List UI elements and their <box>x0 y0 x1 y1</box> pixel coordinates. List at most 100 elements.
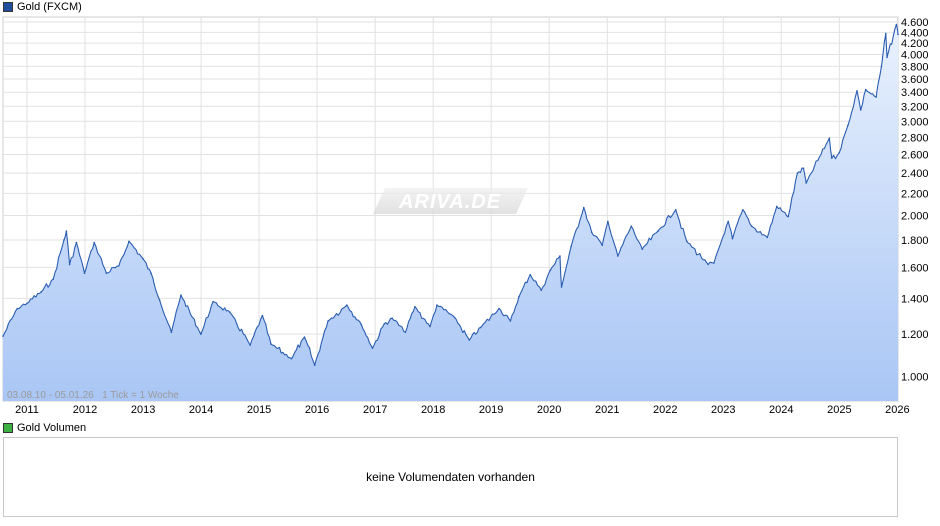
x-tick-label: 2014 <box>189 404 213 416</box>
data-point <box>63 239 65 241</box>
data-point <box>429 325 431 328</box>
data-point <box>26 302 28 305</box>
data-point <box>727 220 729 223</box>
data-point <box>180 294 182 296</box>
data-point <box>766 236 769 239</box>
y-tick-label: 1.200 <box>901 329 929 341</box>
data-point <box>549 269 552 272</box>
data-point <box>509 320 512 322</box>
y-tick-label: 2.000 <box>901 210 929 222</box>
data-point <box>741 208 744 211</box>
x-tick-label: 2012 <box>73 404 97 416</box>
data-point <box>327 320 329 322</box>
y-tick-label: 1.800 <box>901 235 929 247</box>
x-tick-label: 2015 <box>247 404 271 416</box>
data-point <box>875 96 877 98</box>
x-axis: 2011 2012 2013 2014 2015 2016 2017 2018 2019 2020… <box>15 404 909 416</box>
volume-legend-label: Gold Volumen <box>17 422 87 434</box>
volume-legend-swatch <box>3 423 13 433</box>
data-point <box>607 220 609 223</box>
data-point <box>383 322 386 325</box>
data-point <box>856 90 858 92</box>
data-point <box>2 335 4 337</box>
y-tick-label: 3.400 <box>901 87 929 99</box>
data-point <box>40 291 43 293</box>
data-point <box>360 323 363 326</box>
data-point <box>657 230 659 232</box>
data-point <box>261 314 264 317</box>
data-point <box>731 237 734 240</box>
y-tick-label: 1.000 <box>901 372 929 384</box>
data-point <box>93 241 95 244</box>
data-point <box>518 295 520 298</box>
data-point <box>529 273 532 276</box>
x-tick-label: 2023 <box>711 404 735 416</box>
x-tick-label: 2019 <box>479 404 503 416</box>
data-point <box>601 244 604 246</box>
data-point <box>830 157 833 159</box>
data-point <box>118 265 120 267</box>
data-point <box>838 151 841 154</box>
data-point <box>847 124 849 127</box>
data-point <box>150 272 152 275</box>
data-point <box>128 240 130 243</box>
data-point <box>498 307 500 310</box>
data-point <box>886 56 888 59</box>
data-point <box>582 206 585 209</box>
data-point <box>570 245 572 248</box>
y-tick-label: 2.800 <box>901 132 929 144</box>
x-tick-label: 2013 <box>131 404 155 416</box>
x-tick-label: 2016 <box>305 404 329 416</box>
data-point <box>616 255 619 257</box>
x-tick-label: 2025 <box>827 404 851 416</box>
y-tick-label: 4.200 <box>901 38 929 50</box>
data-point <box>641 248 644 250</box>
data-point <box>895 23 898 26</box>
data-point <box>436 304 438 306</box>
data-point <box>75 241 78 244</box>
data-point <box>713 262 715 264</box>
data-point <box>16 307 19 310</box>
watermark: ARIVA.DE <box>373 188 528 214</box>
x-tick-label: 2011 <box>15 404 39 416</box>
y-tick-label: 3.600 <box>901 74 929 86</box>
data-point <box>404 331 407 334</box>
range-info-text: 03.08.10 - 05.01.26 1 Tick = 1 Woche <box>7 390 179 401</box>
data-point <box>880 65 883 68</box>
data-point <box>796 172 799 174</box>
data-point <box>897 33 899 36</box>
x-tick-label: 2022 <box>653 404 677 416</box>
x-tick-label: 2021 <box>595 404 619 416</box>
x-tick-label: 2026 <box>885 404 909 416</box>
data-point <box>303 336 306 338</box>
y-tick-label: 4.600 <box>901 17 929 29</box>
data-point <box>158 299 161 301</box>
data-point <box>707 263 709 266</box>
data-point <box>559 255 561 257</box>
data-point <box>479 326 482 329</box>
x-tick-label: 2017 <box>363 404 387 416</box>
data-point <box>540 289 543 292</box>
data-point <box>630 225 633 227</box>
data-point <box>453 316 456 319</box>
data-point <box>859 109 862 111</box>
data-point <box>249 344 251 346</box>
data-point <box>685 240 688 243</box>
data-point <box>828 137 831 139</box>
data-point <box>345 304 348 306</box>
data-point <box>65 230 68 232</box>
y-tick-label: 1.600 <box>901 262 929 274</box>
y-tick-label: 2.400 <box>901 168 929 180</box>
data-point <box>228 311 231 313</box>
data-point <box>674 208 677 211</box>
y-tick-label: 3.200 <box>901 101 929 113</box>
data-point <box>200 333 202 335</box>
y-tick-label: 2.600 <box>901 150 929 162</box>
data-point <box>105 272 108 275</box>
volume-panel: keine Volumendaten vorhanden <box>3 437 898 517</box>
price-line <box>2 23 899 366</box>
data-point <box>313 364 316 366</box>
y-tick-label: 1.400 <box>901 293 929 305</box>
price-area-fill <box>3 24 898 401</box>
y-tick-label: 3.800 <box>901 61 929 73</box>
